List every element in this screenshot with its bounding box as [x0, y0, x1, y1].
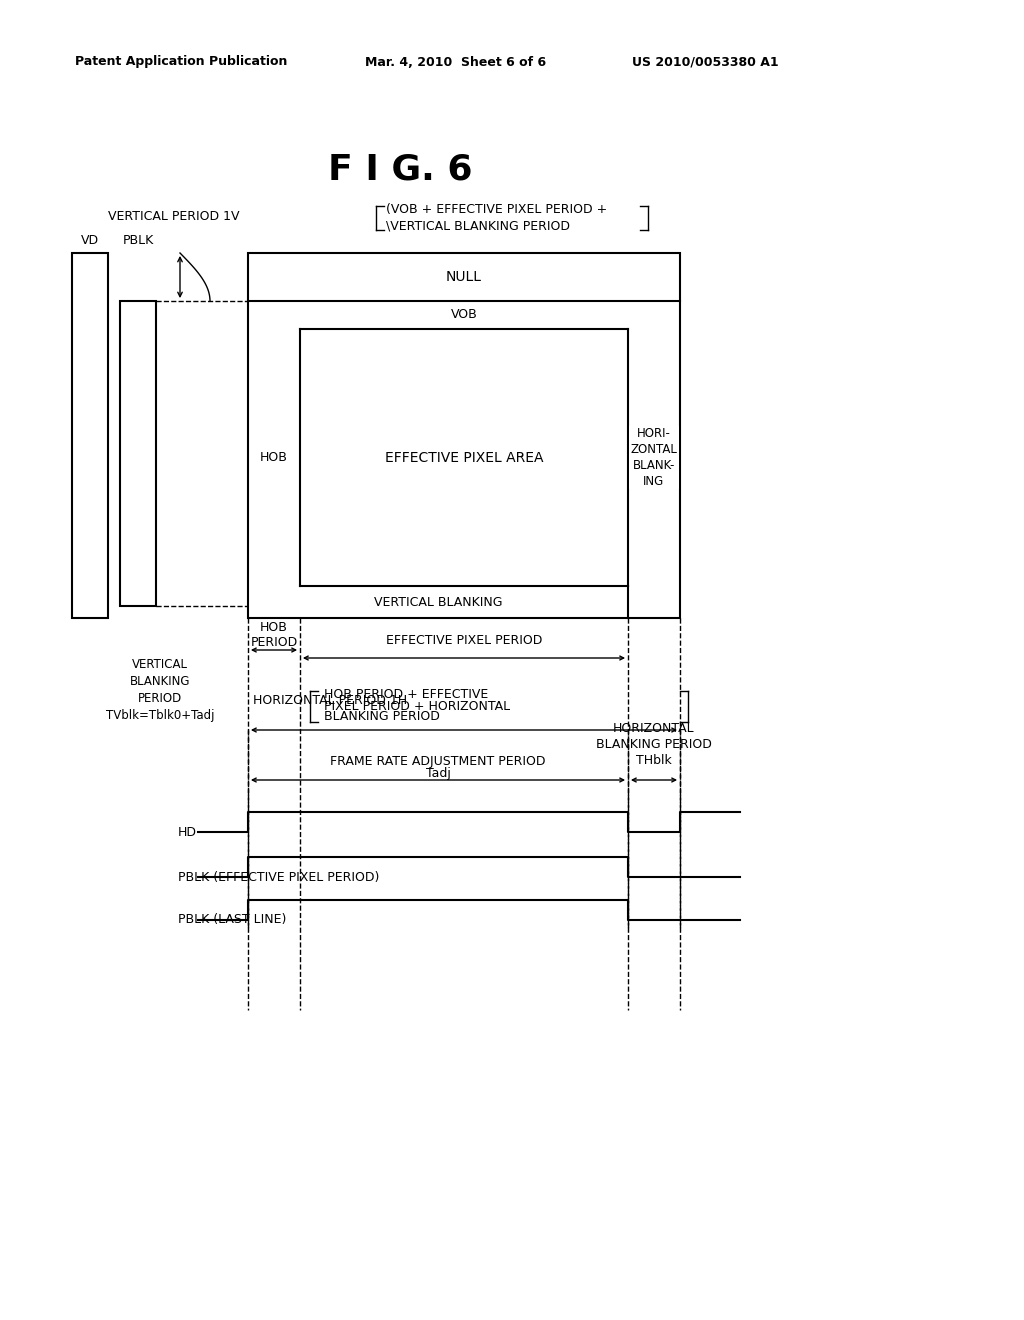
Text: Patent Application Publication: Patent Application Publication — [75, 55, 288, 69]
Text: F I G. 6: F I G. 6 — [328, 153, 472, 187]
Bar — [248, 253, 680, 301]
Text: Tadj: Tadj — [426, 767, 451, 780]
Text: FRAME RATE ADJUSTMENT PERIOD: FRAME RATE ADJUSTMENT PERIOD — [331, 755, 546, 768]
Bar — [248, 301, 680, 618]
Text: HORIZONTAL
BLANKING PERIOD
THblk: HORIZONTAL BLANKING PERIOD THblk — [596, 722, 712, 767]
Text: (VOB + EFFECTIVE PIXEL PERIOD +: (VOB + EFFECTIVE PIXEL PERIOD + — [386, 203, 607, 216]
Text: NULL: NULL — [446, 271, 482, 284]
Bar — [300, 329, 628, 586]
Text: PBLK (LAST LINE): PBLK (LAST LINE) — [178, 913, 287, 927]
Text: \VERTICAL BLANKING PERIOD: \VERTICAL BLANKING PERIOD — [386, 219, 570, 232]
Text: PBLK (EFFECTIVE PIXEL PERIOD): PBLK (EFFECTIVE PIXEL PERIOD) — [178, 870, 379, 883]
Text: VD: VD — [81, 235, 99, 248]
Text: VERTICAL BLANKING: VERTICAL BLANKING — [374, 595, 502, 609]
Text: EFFECTIVE PIXEL AREA: EFFECTIVE PIXEL AREA — [385, 450, 544, 465]
Text: HOB
PERIOD: HOB PERIOD — [251, 620, 298, 649]
Text: VERTICAL PERIOD 1V: VERTICAL PERIOD 1V — [108, 210, 240, 223]
Bar — [248, 253, 680, 618]
Text: HOB: HOB — [260, 451, 288, 465]
Text: PBLK: PBLK — [123, 235, 154, 248]
Text: VERTICAL
BLANKING
PERIOD
TVblk=Tblk0+Tadj: VERTICAL BLANKING PERIOD TVblk=Tblk0+Tad… — [105, 657, 214, 722]
Bar — [120, 301, 156, 606]
Text: Mar. 4, 2010  Sheet 6 of 6: Mar. 4, 2010 Sheet 6 of 6 — [365, 55, 546, 69]
Text: VOB: VOB — [451, 309, 477, 322]
Text: US 2010/0053380 A1: US 2010/0053380 A1 — [632, 55, 778, 69]
Text: HOB PERIOD + EFFECTIVE: HOB PERIOD + EFFECTIVE — [324, 689, 488, 701]
Text: BLANKING PERIOD: BLANKING PERIOD — [324, 710, 440, 723]
Text: HORIZONTAL PERIOD 1H: HORIZONTAL PERIOD 1H — [253, 693, 408, 706]
Text: HD: HD — [178, 825, 197, 838]
Bar — [72, 253, 108, 618]
Text: PIXEL PERIOD + HORIZONTAL: PIXEL PERIOD + HORIZONTAL — [324, 700, 510, 713]
Text: HORI-
ZONTAL
BLANK-
ING: HORI- ZONTAL BLANK- ING — [631, 426, 678, 488]
Text: EFFECTIVE PIXEL PERIOD: EFFECTIVE PIXEL PERIOD — [386, 634, 542, 647]
